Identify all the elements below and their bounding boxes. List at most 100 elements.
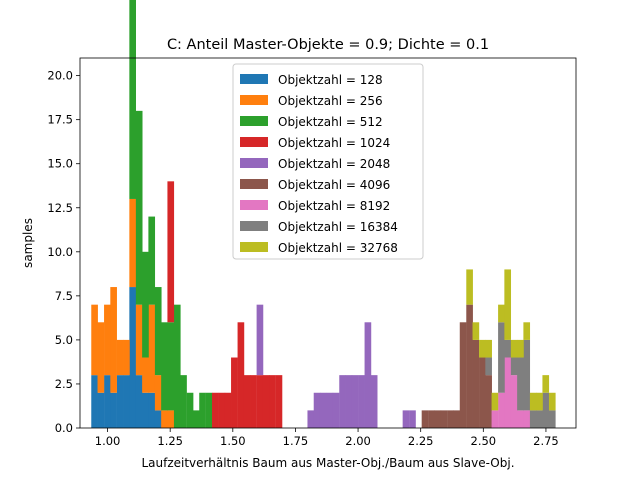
bar-series-8-bin-2	[479, 339, 486, 358]
bar-series-4-bin-8	[351, 375, 359, 428]
bar-series-3-bin-6	[243, 375, 251, 428]
bar-series-1-bin-10	[154, 375, 162, 411]
bar-series-2-bin-9	[186, 392, 194, 428]
bar-series-5-bin-4	[447, 410, 454, 428]
x-axis-ticks: 1.00 1.25 1.50 1.75 2.00 2.25 2.50 2.75	[95, 428, 559, 448]
bar-series-1-bin-9	[148, 304, 156, 393]
legend-entry-label: Objektzahl = 128	[278, 73, 383, 87]
bar-series-3-bin-7	[250, 375, 257, 428]
bar-series-7-bin-4	[517, 357, 524, 411]
bar-series-5-bin-3	[440, 410, 448, 428]
bar-series-2-bin-10	[192, 410, 200, 428]
bar-series-4-bin-3	[319, 392, 327, 428]
bar-series-5-bin-1	[428, 410, 435, 428]
bar-series-5-bin-2	[434, 410, 442, 428]
bar-series-0-bin-2	[104, 375, 111, 428]
bar-series-1-bin-1	[97, 322, 105, 393]
legend-swatch	[240, 242, 268, 252]
y-tick-label: 12.5	[47, 201, 73, 215]
bar-series-6-bin-5	[523, 410, 531, 428]
bar-series-7-bin-3	[510, 357, 518, 376]
bar-series-8-bin-1	[472, 322, 480, 340]
legend-entry-label: Objektzahl = 16384	[278, 220, 398, 234]
bar-series-2-bin-8	[180, 375, 187, 428]
bar-series-2-bin-12	[205, 392, 213, 428]
legend-entry-label: Objektzahl = 32768	[278, 241, 398, 255]
bar-series-0-bin-5	[123, 375, 130, 428]
bar-series-2-bin-1	[135, 110, 143, 305]
bar-series-0-bin-3	[110, 392, 117, 428]
bar-series-7-bin-5	[523, 339, 531, 411]
bar-series-0-bin-7	[135, 375, 143, 428]
plot-frame	[79, 57, 577, 429]
bar-series-8-bin-4	[491, 392, 499, 411]
bar-series-5-bin-6	[459, 322, 467, 428]
bar-series-7-bin-6	[529, 410, 537, 428]
bar-series-0-bin-10	[154, 410, 162, 428]
bar-series-3-bin-3	[224, 392, 232, 428]
bar-series-7-bin-8	[542, 392, 550, 428]
bar-series-4-bin-4	[326, 392, 334, 428]
bar-series-3-bin-10	[269, 375, 276, 428]
legend-entry-label: Objektzahl = 2048	[278, 157, 390, 171]
y-axis-ticks: 0.0 2.5 5.0 7.5 10.0 12.5 15.0 17.5 20.0	[47, 69, 80, 435]
legend-swatch	[240, 95, 268, 105]
bars-layer	[91, 0, 556, 428]
bar-series-2-bin-2	[142, 251, 149, 358]
legend-entry-label: Objektzahl = 8192	[278, 199, 390, 213]
bar-series-1-bin-4	[116, 339, 124, 376]
legend-entry-label: Objektzahl = 512	[278, 115, 383, 129]
bar-series-6-bin-0	[491, 410, 499, 428]
bar-series-8-bin-12	[542, 375, 550, 393]
bar-series-3-bin-0	[167, 181, 175, 323]
bar-series-8-bin-13	[548, 392, 556, 411]
bar-series-1-bin-7	[135, 304, 143, 376]
legend-swatch	[240, 221, 268, 231]
legend-swatch	[240, 74, 268, 84]
bar-series-3-bin-8	[256, 375, 264, 428]
bar-series-7-bin-1	[498, 322, 505, 393]
bar-series-4-bin-13	[409, 410, 416, 428]
bar-series-1-bin-3	[110, 287, 117, 393]
bar-series-4-bin-1	[307, 410, 315, 428]
bar-series-1-bin-2	[104, 304, 111, 376]
bar-series-8-bin-11	[536, 392, 543, 411]
bar-series-5-bin-10	[485, 375, 492, 428]
bar-series-3-bin-4	[231, 357, 238, 428]
bar-series-6-bin-2	[504, 357, 512, 428]
bar-series-6-bin-3	[510, 375, 518, 428]
bar-series-2-bin-11	[199, 392, 206, 428]
bar-series-2-bin-6	[167, 322, 175, 411]
y-tick-label: 5.0	[55, 333, 73, 347]
bar-series-8-bin-0	[466, 269, 473, 305]
bar-series-8-bin-3	[485, 339, 492, 358]
bar-series-1-bin-12	[167, 410, 175, 428]
legend-entry-label: Objektzahl = 256	[278, 94, 383, 108]
bar-series-4-bin-6	[339, 375, 346, 428]
bar-series-8-bin-6	[504, 269, 512, 340]
bar-series-8-bin-5	[498, 304, 505, 323]
bar-series-0-bin-9	[148, 392, 156, 428]
bar-series-4-bin-2	[313, 392, 321, 428]
bar-series-4-bin-12	[402, 410, 410, 428]
bar-series-5-bin-5	[453, 410, 461, 428]
legend-entry-label: Objektzahl = 4096	[278, 178, 390, 192]
x-tick-label: 2.50	[471, 434, 497, 448]
legend-swatch	[240, 116, 268, 126]
x-tick-label: 2.25	[408, 434, 434, 448]
bar-series-4-bin-5	[332, 392, 340, 428]
bar-series-0-bin-4	[116, 375, 124, 428]
bar-series-5-bin-0	[421, 410, 429, 428]
bar-series-5-bin-9	[479, 357, 486, 428]
x-axis-label: Laufzeitverhältnis Baum aus Master-Obj./…	[141, 456, 514, 470]
bar-series-2-bin-3	[148, 216, 156, 305]
bar-series-3-bin-11	[275, 375, 283, 428]
x-tick-label: 2.00	[345, 434, 371, 448]
bar-series-2-bin-7	[173, 304, 181, 428]
bar-series-1-bin-0	[91, 304, 98, 376]
bar-series-3-bin-5	[237, 322, 245, 428]
y-tick-label: 15.0	[47, 157, 73, 171]
bar-series-0-bin-6	[129, 287, 136, 428]
bar-series-7-bin-0	[485, 357, 492, 376]
